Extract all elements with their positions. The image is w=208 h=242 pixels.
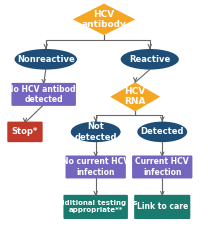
- FancyBboxPatch shape: [66, 155, 126, 179]
- FancyBboxPatch shape: [7, 121, 43, 142]
- Text: Reactive: Reactive: [129, 55, 170, 64]
- FancyBboxPatch shape: [63, 195, 128, 219]
- Ellipse shape: [137, 121, 187, 142]
- Text: Stop*: Stop*: [12, 127, 38, 136]
- Text: HCV
RNA: HCV RNA: [124, 87, 146, 106]
- Ellipse shape: [71, 121, 121, 142]
- Text: Not
detected: Not detected: [74, 122, 117, 142]
- Text: Additional testing as
appropriate**: Additional testing as appropriate**: [54, 200, 137, 213]
- FancyBboxPatch shape: [11, 83, 76, 106]
- Text: Nonreactive: Nonreactive: [17, 55, 75, 64]
- Text: Current HCV
infection: Current HCV infection: [135, 157, 189, 177]
- Polygon shape: [110, 82, 160, 111]
- Text: No HCV antibody
detected: No HCV antibody detected: [7, 85, 80, 104]
- Ellipse shape: [121, 49, 179, 70]
- Text: No current HCV
infection: No current HCV infection: [62, 157, 129, 177]
- Text: Link to care: Link to care: [137, 202, 188, 212]
- FancyBboxPatch shape: [134, 195, 190, 219]
- Text: Detected: Detected: [140, 127, 184, 136]
- Ellipse shape: [15, 49, 77, 70]
- FancyBboxPatch shape: [132, 155, 192, 179]
- Text: HCV
antibody: HCV antibody: [82, 10, 126, 29]
- Polygon shape: [73, 4, 135, 35]
